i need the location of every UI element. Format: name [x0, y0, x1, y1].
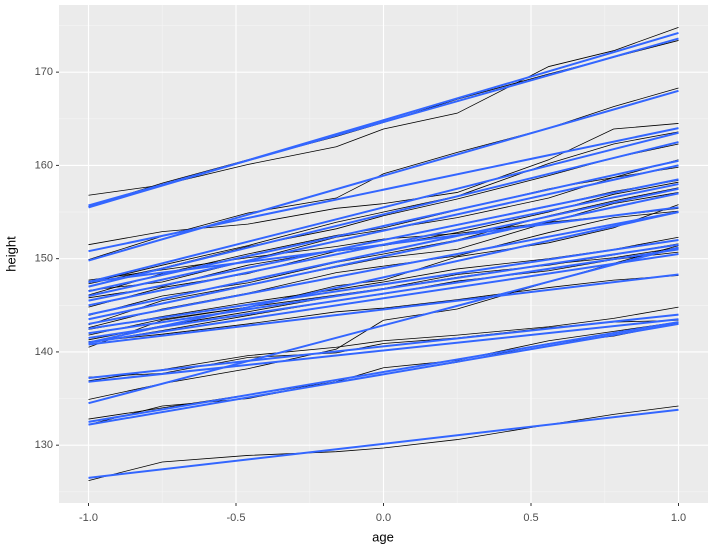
- x-tick-label: 0.5: [523, 512, 538, 524]
- fit-line: [88, 178, 679, 302]
- x-tick-label: -1.0: [79, 512, 98, 524]
- x-tick-label: 0.0: [376, 512, 391, 524]
- observed-line: [88, 306, 679, 382]
- y-tick-label: 160: [35, 159, 53, 171]
- fit-line: [88, 211, 679, 344]
- fit-line: [88, 273, 679, 346]
- fit-line: [88, 211, 679, 325]
- observed-line: [88, 204, 679, 348]
- fit-line: [88, 37, 679, 207]
- x-tick-label: -0.5: [227, 512, 246, 524]
- y-tick-label: 130: [35, 439, 53, 451]
- x-axis-title: age: [372, 529, 394, 544]
- y-tick-label: 140: [35, 346, 53, 358]
- fit-line: [88, 322, 679, 426]
- fit-line: [88, 192, 679, 321]
- fit-line: [88, 164, 679, 297]
- fit-line: [88, 127, 679, 253]
- fit-line: [88, 248, 679, 339]
- y-tick-label: 170: [35, 66, 53, 78]
- observed-line: [88, 192, 679, 326]
- fit-line: [88, 131, 679, 283]
- fit-line: [88, 243, 679, 335]
- observed-line: [88, 405, 679, 482]
- y-tick-label: 150: [35, 253, 53, 265]
- fit-line: [88, 246, 679, 405]
- y-axis-title: height: [3, 236, 18, 272]
- observed-line: [88, 275, 679, 343]
- fit-line: [88, 239, 679, 330]
- fit-line: [88, 321, 679, 423]
- fit-line: [88, 318, 679, 383]
- fit-line: [88, 408, 679, 479]
- observed-line: [88, 159, 679, 296]
- fit-line: [88, 206, 679, 283]
- fit-line: [88, 89, 679, 262]
- fit-line: [88, 141, 679, 288]
- observed-line: [88, 131, 679, 284]
- fit-line: [88, 187, 679, 316]
- fit-line: [88, 313, 679, 380]
- observed-line: [88, 187, 679, 316]
- fit-line: [88, 253, 679, 344]
- observed-line: [88, 87, 679, 260]
- x-tick-label: 1.0: [671, 512, 686, 524]
